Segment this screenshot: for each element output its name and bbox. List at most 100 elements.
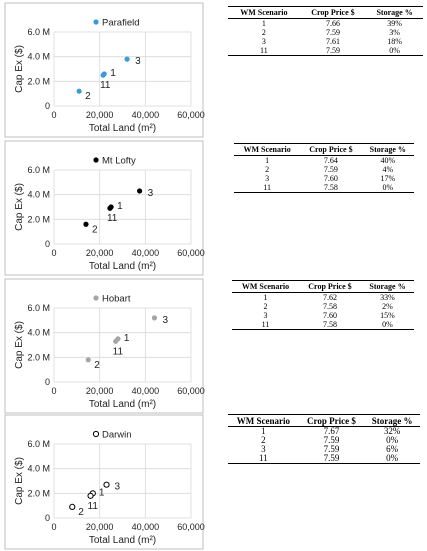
data-point-label: 1: [117, 201, 123, 212]
cell-scenario: 2: [265, 165, 270, 174]
panel-2: 0 2.0 M 4.0 M 6.0 M 0 20,000 40,000 60,000 Total…: [0, 140, 427, 277]
cell-crop-price: 7.58: [322, 320, 337, 329]
table-row: 3 7.61 18%: [228, 37, 423, 46]
scatter-chart-3: 0 2.0 M 4.0 M 6.0 M 0 20,000 40,000 60,000 Total…: [4, 278, 205, 414]
table-row: 1 7.64 40%: [234, 156, 414, 166]
data-point-label: 2: [92, 224, 98, 235]
data-point: [76, 88, 82, 94]
cell-crop-price: 7.59: [323, 435, 340, 445]
scatter-chart-1: 0 2.0 M 4.0 M 6.0 M 0 20,000 40,000 60,000 Total…: [4, 2, 205, 138]
legend-marker: [93, 295, 99, 301]
cell-scenario: 2: [261, 435, 266, 445]
table-row: 2 7.58 2%: [232, 302, 414, 311]
data-point: [83, 221, 89, 227]
table-header-row: WM Scenario Crop Price $ Storage %: [234, 143, 414, 156]
y-tick-label: 6.0 M: [27, 165, 50, 175]
cell-crop-price: 7.62: [322, 293, 337, 302]
y-tick-label: 4.0 M: [27, 190, 50, 200]
y-tick-label: 0: [45, 239, 50, 249]
data-point: [113, 338, 119, 344]
y-tick-label: 6.0 M: [27, 303, 50, 313]
table-row: 2 7.59 0%: [228, 436, 420, 445]
table-row: 1 7.67 32%: [228, 427, 420, 437]
cell-crop-price: 7.58: [323, 183, 338, 192]
cell-storage: 0%: [386, 453, 399, 463]
y-tick-label: 0: [45, 377, 50, 387]
cell-scenario: 11: [261, 320, 270, 329]
scenario-table-4: WM Scenario Crop Price $ Storage % 1 7.67…: [228, 414, 420, 464]
cell-storage: 0%: [382, 320, 393, 329]
table-row: 1 7.66 39%: [228, 19, 423, 29]
data-point-label: 2: [78, 507, 84, 518]
cell-crop-price: 7.59: [323, 444, 340, 454]
chart-frame: [4, 414, 204, 550]
data-point: [137, 188, 143, 194]
cell-storage: 17%: [380, 174, 396, 183]
data-point-label: 11: [113, 346, 124, 357]
cell-scenario: 1: [261, 426, 266, 436]
x-axis-title: Total Land (m²): [89, 399, 156, 410]
header-wm-scenario: WM Scenario: [236, 415, 290, 426]
data-point: [107, 205, 113, 211]
cell-crop-price: 7.59: [323, 165, 338, 174]
y-tick-label: 4.0 M: [27, 328, 50, 338]
data-point-label: 2: [94, 360, 100, 371]
cell-crop-price: 7.61: [325, 37, 340, 46]
header-storage: Storage %: [376, 8, 413, 17]
cell-crop-price: 7.66: [325, 19, 340, 28]
data-point-label: 11: [100, 80, 111, 91]
cell-crop-price: 7.67: [323, 426, 340, 436]
header-wm-scenario: WM Scenario: [240, 8, 288, 17]
panel-4: 0 2.0 M 4.0 M 6.0 M 0 20,000 40,000 60,000 Total…: [0, 414, 427, 551]
panel-1: 0 2.0 M 4.0 M 6.0 M 0 20,000 40,000 60,000 Total…: [0, 2, 427, 139]
y-tick-label: 4.0 M: [27, 52, 50, 62]
data-point: [100, 72, 106, 78]
x-axis-title: Total Land (m²): [89, 123, 156, 134]
scenario-table-2: WM Scenario Crop Price $ Storage % 1 7.64…: [234, 143, 414, 193]
cell-scenario: 2: [263, 302, 268, 311]
scatter-chart-4: 0 2.0 M 4.0 M 6.0 M 0 20,000 40,000 60,000 Total…: [4, 414, 205, 550]
chart-frame: [4, 2, 204, 138]
header-crop-price: Crop Price $: [311, 8, 355, 17]
table-row: 3 7.59 6%: [228, 445, 420, 454]
data-point-label: 2: [85, 91, 91, 102]
y-tick-label: 6.0 M: [27, 439, 50, 449]
table-row: 2 7.59 4%: [234, 165, 414, 174]
data-point-label: 3: [148, 188, 154, 199]
x-tick-label: 40,000: [132, 522, 160, 532]
cell-storage: 0%: [382, 183, 394, 192]
data-point: [85, 357, 91, 363]
x-axis-title: Total Land (m²): [89, 535, 156, 546]
chart-frame: [4, 140, 204, 276]
y-tick-label: 0: [45, 101, 50, 111]
chart-frame: [4, 278, 204, 414]
y-tick-label: 0: [45, 513, 50, 523]
table-row: 11 7.59 0%: [228, 454, 420, 464]
cell-scenario: 3: [263, 311, 268, 320]
data-point-label: 1: [99, 487, 105, 498]
cell-scenario: 3: [265, 174, 270, 183]
cell-storage: 32%: [383, 426, 401, 436]
legend-marker: [93, 19, 99, 25]
table-row: 1 7.62 33%: [232, 293, 414, 303]
x-tick-label: 0: [51, 248, 56, 258]
x-tick-label: 40,000: [132, 248, 160, 258]
header-wm-scenario: WM Scenario: [241, 282, 290, 291]
cell-scenario: 1: [263, 293, 268, 302]
x-tick-label: 60,000: [177, 248, 205, 258]
cell-crop-price: 7.60: [323, 174, 338, 183]
cell-storage: 6%: [386, 444, 399, 454]
header-crop-price: Crop Price $: [307, 415, 356, 426]
cell-crop-price: 7.59: [325, 46, 340, 55]
legend-label: Darwin: [102, 430, 132, 441]
data-point: [151, 315, 158, 321]
data-point: [87, 492, 94, 499]
y-tick-label: 2.0 M: [27, 214, 50, 224]
x-axis-title: Total Land (m²): [89, 261, 156, 272]
cell-storage: 3%: [389, 28, 400, 37]
data-point: [103, 481, 110, 488]
cell-storage: 4%: [382, 165, 394, 174]
x-tick-label: 0: [51, 386, 56, 396]
x-tick-label: 20,000: [86, 386, 114, 396]
table-row: 11 7.59 0%: [228, 46, 423, 56]
